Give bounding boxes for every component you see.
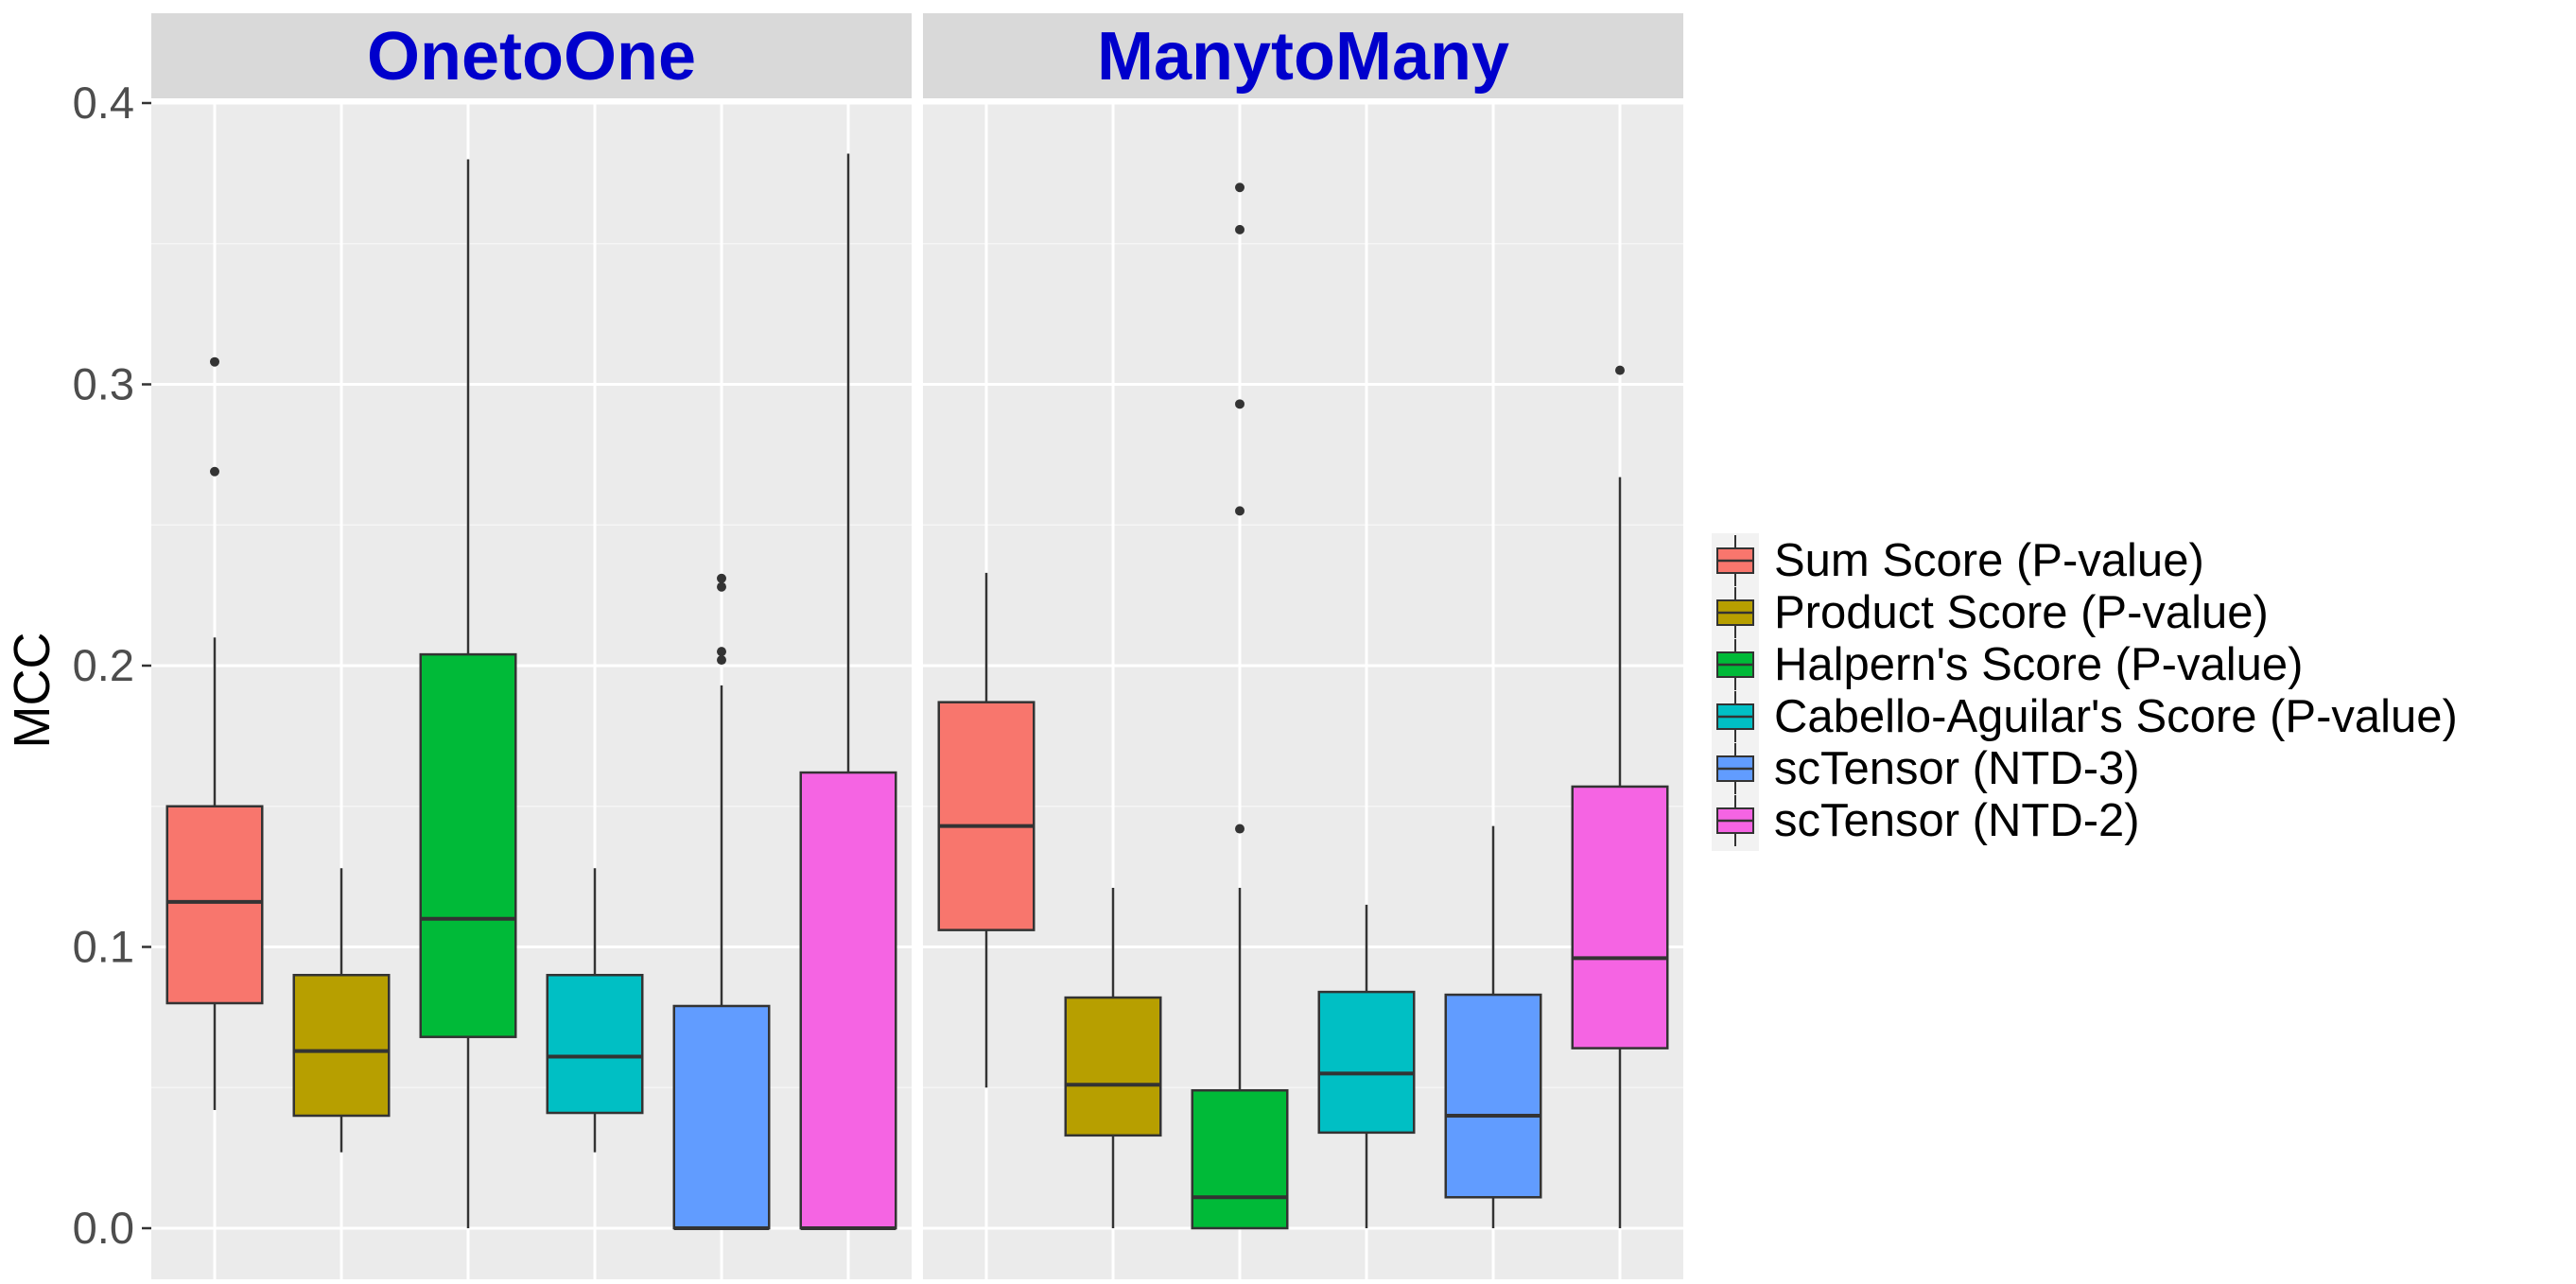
- box: [1317, 990, 1416, 1135]
- y-tick-label: 0.1: [73, 922, 134, 972]
- legend-label: Halpern's Score (P-value): [1774, 639, 2303, 690]
- y-tick-label: 0.2: [73, 640, 134, 690]
- legend-label: Product Score (P-value): [1774, 587, 2269, 638]
- box: [799, 771, 897, 1230]
- facet-title: ManytoMany: [1097, 19, 1509, 95]
- y-tick-label: 0.0: [73, 1203, 134, 1253]
- y-axis-title: MCC: [4, 633, 61, 749]
- box: [672, 1004, 771, 1230]
- box: [1191, 1088, 1289, 1230]
- legend-label: scTensor (NTD-3): [1774, 743, 2140, 794]
- box: [165, 805, 264, 1005]
- outlier-point: [717, 573, 726, 583]
- outlier-point: [1235, 506, 1244, 516]
- outlier-point: [210, 466, 219, 477]
- box: [419, 652, 517, 1038]
- legend-label: scTensor (NTD-2): [1774, 795, 2140, 846]
- outlier-point: [717, 655, 726, 666]
- legend-label: Cabello-Aguilar's Score (P-value): [1774, 691, 2458, 742]
- y-tick-label: 0.3: [73, 359, 134, 409]
- box: [546, 974, 644, 1115]
- outlier-point: [717, 647, 726, 657]
- box: [1064, 996, 1162, 1137]
- outlier-point: [1235, 399, 1244, 409]
- facet-strip: [151, 13, 912, 98]
- outlier-point: [210, 356, 219, 367]
- box: [937, 701, 1036, 931]
- facet-title: OnetoOne: [367, 19, 696, 95]
- box: [1444, 993, 1542, 1199]
- legend-label: Sum Score (P-value): [1774, 535, 2204, 586]
- facet-strip: [923, 13, 1683, 98]
- box: [1571, 785, 1669, 1050]
- outlier-point: [1615, 365, 1625, 375]
- y-tick-label: 0.4: [73, 78, 134, 128]
- panel-background: [151, 102, 912, 1279]
- outlier-point: [1235, 182, 1244, 193]
- box: [292, 974, 391, 1118]
- outlier-point: [1235, 824, 1244, 834]
- panel-background: [923, 102, 1683, 1279]
- outlier-point: [717, 581, 726, 592]
- outlier-point: [1235, 224, 1244, 234]
